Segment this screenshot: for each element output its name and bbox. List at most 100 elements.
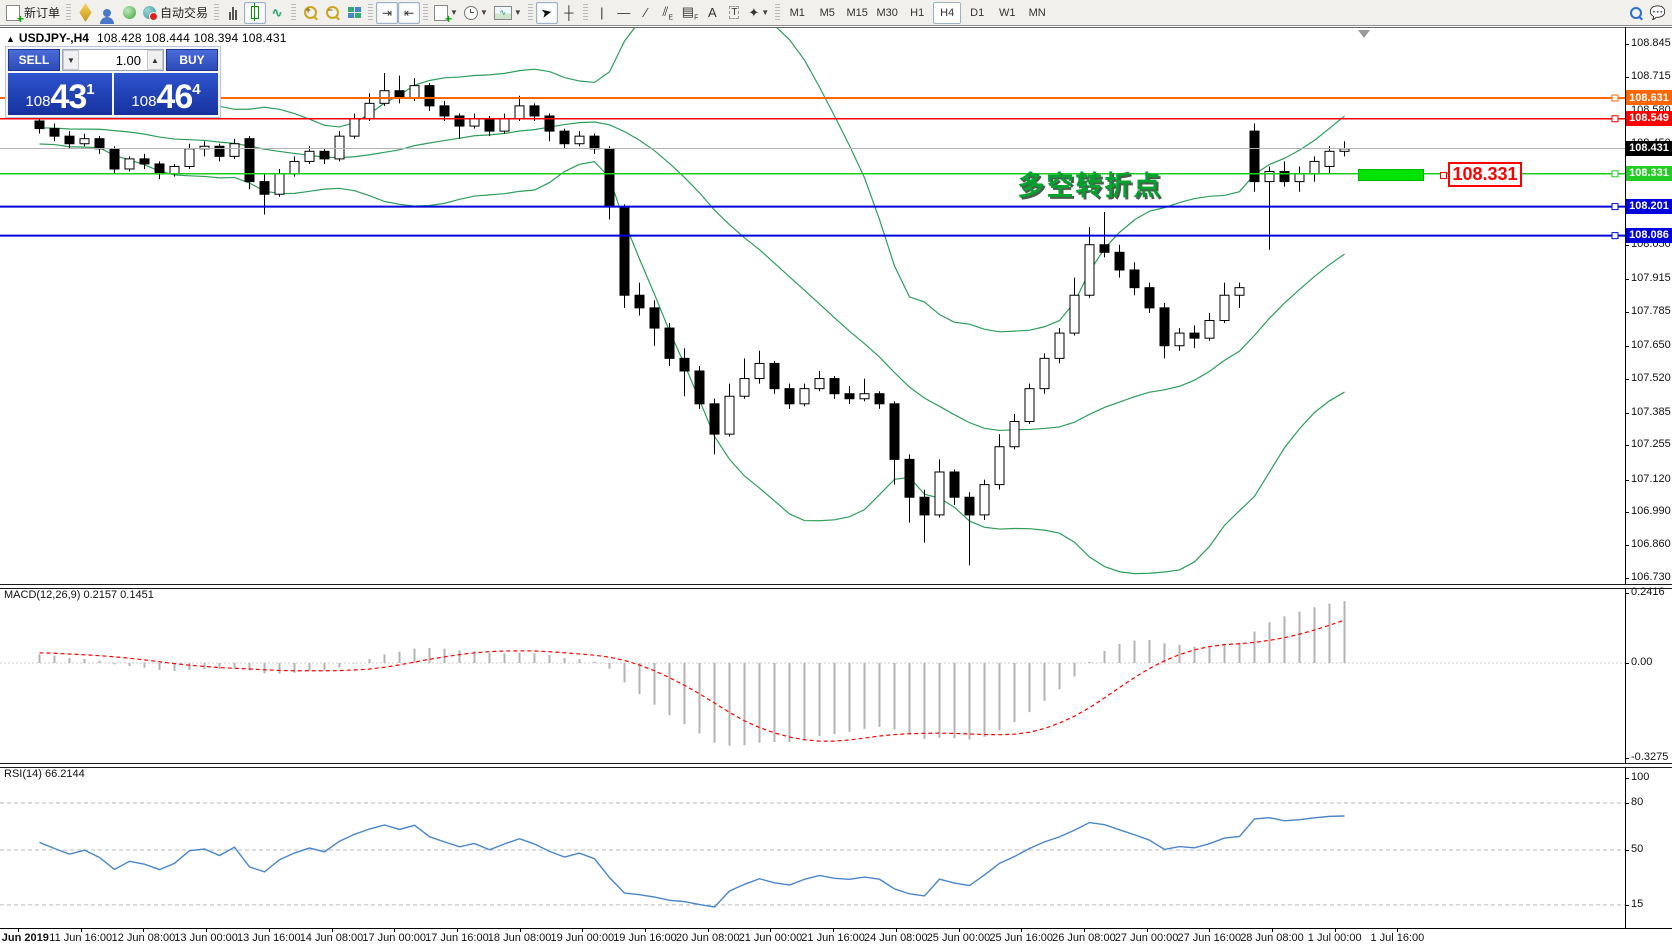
volume-value[interactable]: 1.00: [115, 52, 141, 68]
collapse-triangle-icon[interactable]: ▲: [6, 34, 15, 44]
date-tick-mark: [394, 928, 396, 932]
chart-shift-button[interactable]: ⇤: [398, 1, 421, 24]
rsi-tick-label: 15: [1631, 897, 1644, 910]
signals-button[interactable]: [118, 2, 140, 24]
accounts-button[interactable]: [96, 2, 118, 24]
indicators-button[interactable]: + ▼: [431, 2, 461, 25]
sell-button[interactable]: SELL: [8, 49, 60, 71]
price-tick-label: 107.120: [1631, 472, 1671, 485]
bollinger-bands[interactable]: [39, 0, 1345, 575]
toolbar-grip[interactable]: [368, 3, 374, 22]
search-icon: [1629, 6, 1642, 19]
chat-button[interactable]: 💬: [1647, 2, 1669, 24]
callout-handle[interactable]: [1440, 172, 1447, 179]
search-button[interactable]: [1625, 2, 1647, 24]
toolbar-grip[interactable]: [527, 3, 533, 22]
macd-label: MACD(12,26,9) 0.2157 0.1451: [4, 589, 154, 601]
rsi-series[interactable]: [0, 802, 1625, 908]
chart-shift-icon: ⇤: [404, 5, 415, 20]
timeframe-m15[interactable]: M15: [846, 6, 868, 19]
ohlc-values: 108.428 108.444 108.394 108.431: [96, 31, 287, 45]
date-label: 11 Jun 16:00: [49, 932, 113, 944]
price-tick-label: 107.785: [1631, 304, 1671, 317]
price-tick-mark: [1625, 278, 1629, 280]
symbol-period: USDJPY-,H4: [18, 31, 89, 45]
macd-pane-divider[interactable]: [0, 584, 1672, 589]
date-label: 26 Jun 08:00: [1052, 932, 1116, 944]
vertical-line-button[interactable]: |: [591, 2, 613, 24]
volume-increment-button[interactable]: ▲: [147, 50, 163, 70]
templates-button[interactable]: ∿ ▼: [491, 2, 525, 24]
highlight-rect[interactable]: [1358, 169, 1424, 181]
text-label-button[interactable]: T: [723, 2, 745, 24]
date-label: 21 Jun 16:00: [801, 932, 865, 944]
timeframe-d1[interactable]: D1: [970, 6, 985, 19]
price-tick-label: 108.845: [1631, 37, 1671, 49]
crosshair-button[interactable]: ┼: [558, 2, 580, 24]
timeframe-m5[interactable]: M5: [819, 6, 835, 19]
ask-big: 46: [156, 78, 193, 116]
trendline-icon: ∕: [644, 5, 647, 20]
date-label: 19 Jun 00:00: [550, 932, 615, 944]
toolbar-grip[interactable]: [775, 3, 781, 22]
periods-button[interactable]: ▼: [461, 2, 491, 24]
annotation-text[interactable]: 多空转折点: [1017, 171, 1163, 201]
equidistant-channel-icon: ⫽E: [662, 3, 674, 22]
fibonacci-icon: ▤F: [681, 3, 699, 22]
ask-price[interactable]: 108 46 4: [114, 73, 218, 115]
timeframe-mn[interactable]: MN: [1028, 6, 1046, 19]
horizontal-line-button[interactable]: —: [613, 2, 635, 24]
new-order-button[interactable]: + 新订单: [3, 2, 63, 25]
timeframe-m30[interactable]: M30: [876, 6, 898, 19]
date-tick-mark: [143, 928, 145, 932]
line-chart-icon: ∿: [271, 4, 283, 20]
timeframe-h4[interactable]: H4: [933, 1, 962, 24]
bid-price[interactable]: 108 43 1: [8, 73, 112, 115]
tile-windows-button[interactable]: [343, 2, 365, 24]
autotrading-button[interactable]: 自动交易: [140, 2, 211, 24]
rsi-tick-mark: [1625, 904, 1629, 906]
zoom-in-button[interactable]: +: [299, 2, 321, 24]
cursor-button[interactable]: ➤: [535, 1, 558, 24]
auto-scroll-button[interactable]: ⇥: [376, 1, 399, 24]
toolbar-grip[interactable]: [214, 3, 220, 22]
date-tick-mark: [1209, 928, 1211, 932]
channel-button[interactable]: ⫽E: [657, 2, 679, 24]
date-label: 19 Jun 16:00: [613, 932, 677, 944]
volume-decrement-button[interactable]: ▼: [63, 50, 79, 70]
rsi-pane-divider[interactable]: [0, 763, 1672, 768]
date-tick-mark: [958, 928, 960, 932]
date-tick-mark: [1397, 928, 1399, 932]
date-label: 20 Jun 08:00: [675, 932, 740, 944]
current-price-badge: 108.431: [1626, 140, 1672, 156]
trendline-button[interactable]: ∕: [635, 2, 657, 24]
zoom-out-button[interactable]: −: [321, 2, 343, 24]
toolbar-grip[interactable]: [582, 3, 588, 22]
zoom-in-icon: +: [303, 5, 317, 19]
date-tick-mark: [1272, 928, 1273, 932]
toolbar-grip[interactable]: [66, 3, 72, 22]
bar-chart-button[interactable]: [222, 2, 244, 24]
macd-series[interactable]: [0, 601, 1625, 746]
toolbar-grip[interactable]: [423, 3, 429, 22]
timeframe-m1[interactable]: M1: [789, 6, 805, 19]
toolbar-grip[interactable]: [291, 3, 297, 22]
date-label: 28 Jun 08:00: [1240, 932, 1304, 944]
timeframe-h1[interactable]: H1: [910, 6, 925, 19]
chart-shift-marker[interactable]: [1358, 30, 1370, 38]
price-callout[interactable]: 108.331: [1448, 162, 1522, 187]
candlestick-chart-button[interactable]: [244, 1, 267, 24]
timeframe-w1[interactable]: W1: [998, 6, 1016, 19]
horizontal-lines[interactable]: [0, 94, 1625, 240]
arrows-button[interactable]: ✦ ▼: [745, 2, 772, 24]
new-order-label: 新订单: [24, 6, 61, 20]
candlesticks[interactable]: [34, 73, 1350, 566]
date-tick-mark: [1021, 928, 1023, 932]
line-chart-button[interactable]: ∿: [266, 2, 288, 24]
macd-tick-label: -0.3275: [1631, 750, 1669, 763]
text-button[interactable]: A: [701, 2, 723, 24]
price-tick-mark: [1625, 345, 1629, 347]
fibonacci-button[interactable]: ▤F: [679, 2, 702, 24]
buy-button[interactable]: BUY: [166, 49, 218, 71]
